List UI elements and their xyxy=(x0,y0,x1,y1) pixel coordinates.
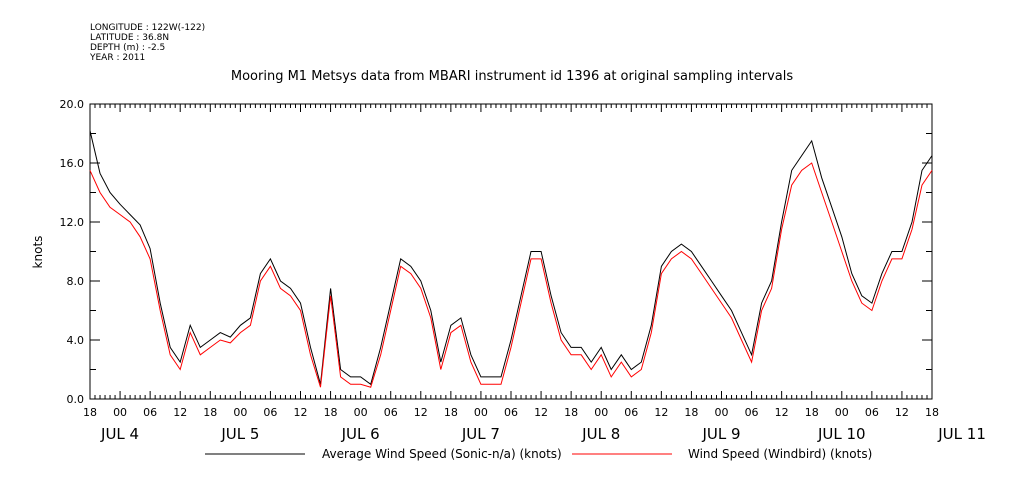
x-tick-label: 00 xyxy=(835,406,849,419)
x-ticks: 18 00 06 12 18 00 06 12 18 00 06 12 18 00 06 12 18 00 06 12… xyxy=(83,104,939,419)
x-tick-label: 12 xyxy=(414,406,428,419)
series-average-wind-speed xyxy=(89,130,933,386)
x-tick-label: 06 xyxy=(504,406,518,419)
depth-label: DEPTH (m) : -2.5 xyxy=(90,43,165,53)
day-label: JUL 8 xyxy=(581,425,620,443)
x-tick-label: 00 xyxy=(715,406,729,419)
x-tick-label: 12 xyxy=(895,406,909,419)
day-label: JUL 6 xyxy=(341,425,380,443)
longitude-label: LONGITUDE : 122W(-122) xyxy=(90,23,205,33)
y-tick-label: 8.0 xyxy=(67,275,85,288)
x-tick-label: 18 xyxy=(805,406,819,419)
y-tick-label: 4.0 xyxy=(67,334,85,347)
x-tick-label: 06 xyxy=(143,406,157,419)
day-label: JUL 11 xyxy=(937,425,986,443)
x-tick-label: 18 xyxy=(684,406,698,419)
x-tick-label: 18 xyxy=(83,406,97,419)
x-tick-label: 12 xyxy=(654,406,668,419)
y-axis-label: knots xyxy=(31,236,45,269)
x-tick-label: 06 xyxy=(384,406,398,419)
x-tick-label: 00 xyxy=(113,406,127,419)
x-tick-label: 12 xyxy=(534,406,548,419)
x-tick-label: 06 xyxy=(263,406,277,419)
day-label: JUL 7 xyxy=(461,425,500,443)
legend-label-windbird: Wind Speed (Windbird) (knots) xyxy=(688,447,872,461)
x-tick-label: 00 xyxy=(474,406,488,419)
day-label: JUL 10 xyxy=(817,425,866,443)
x-tick-label: 18 xyxy=(444,406,458,419)
y-tick-label: 20.0 xyxy=(60,98,85,111)
x-tick-label: 06 xyxy=(624,406,638,419)
y-tick-label: 12.0 xyxy=(60,216,85,229)
day-label: JUL 5 xyxy=(220,425,259,443)
day-label: JUL 9 xyxy=(701,425,740,443)
legend-label-average: Average Wind Speed (Sonic-n/a) (knots) xyxy=(322,447,562,461)
year-label: YEAR : 2011 xyxy=(89,53,145,63)
y-tick-label: 0.0 xyxy=(67,393,85,406)
x-tick-label: 06 xyxy=(745,406,759,419)
y-tick-label: 16.0 xyxy=(60,157,85,170)
latitude-label: LATITUDE : 36.8N xyxy=(90,33,169,43)
x-tick-label: 00 xyxy=(594,406,608,419)
x-tick-label: 00 xyxy=(354,406,368,419)
x-tick-label: 12 xyxy=(173,406,187,419)
x-tick-label: 18 xyxy=(564,406,578,419)
plot-frame xyxy=(89,103,933,400)
x-tick-label: 00 xyxy=(233,406,247,419)
x-tick-label: 18 xyxy=(324,406,338,419)
series-windbird-wind-speed xyxy=(89,162,933,388)
x-tick-label: 12 xyxy=(294,406,308,419)
day-labels: JUL 4 JUL 5 JUL 6 JUL 7 JUL 8 JUL 9 JUL 10 JUL … xyxy=(100,425,986,443)
legend: Average Wind Speed (Sonic-n/a) (knots) W… xyxy=(205,447,872,461)
x-tick-label: 18 xyxy=(203,406,217,419)
y-ticks: 0.0 4.0 8.0 12.0 16.0 20.0 xyxy=(60,98,932,406)
series-lines xyxy=(89,130,933,388)
day-label: JUL 4 xyxy=(100,425,139,443)
x-tick-label: 18 xyxy=(925,406,939,419)
x-tick-label: 06 xyxy=(865,406,879,419)
x-tick-label: 12 xyxy=(775,406,789,419)
chart-title: Mooring M1 Metsys data from MBARI instru… xyxy=(231,69,793,84)
